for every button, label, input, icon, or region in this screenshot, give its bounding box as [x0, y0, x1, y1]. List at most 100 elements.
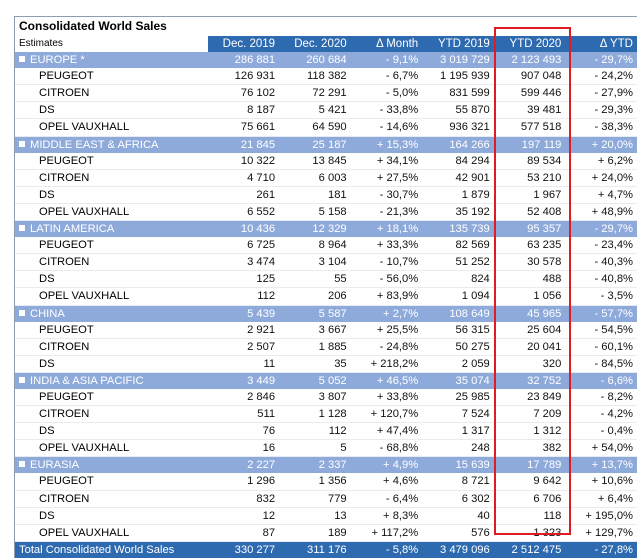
- table-row[interactable]: PEUGEOT 1 296 1 356 + 4,6% 8 721 9 642 + 10,6%: [15, 473, 637, 491]
- cell-ytd-2019: 831 599: [422, 84, 494, 103]
- table-row[interactable]: DS 11 35 + 218,2% 2 059 320- 84,5%: [15, 355, 637, 373]
- total-row[interactable]: Total Consolidated World Sales 330 277 311…: [15, 541, 637, 558]
- cell-dec-2019: 125: [207, 270, 280, 289]
- col-header-dec-2019[interactable]: Dec. 2019: [207, 36, 280, 53]
- cell-ytd-2020: 45 965: [493, 305, 566, 322]
- cell-delta-ytd: + 4,7%: [565, 186, 637, 204]
- cell-dec-2019: 3 474: [207, 253, 280, 272]
- table-row[interactable]: DS 125 55- 56,0% 824 488- 40,8%: [15, 270, 637, 289]
- table-row[interactable]: PEUGEOT 2 921 3 667 + 25,5% 56 315 25 604- 54…: [15, 321, 637, 339]
- cell-dec-2019: 1 296: [207, 473, 280, 491]
- table-row[interactable]: CITROEN 76 102 72 291- 5,0% 831 599 599 446-…: [15, 84, 637, 103]
- cell-dec-2020: 3 667: [279, 321, 351, 339]
- cell-delta-month: + 218,2%: [350, 355, 423, 373]
- cell-delta-month: + 27,5%: [350, 169, 423, 187]
- table-row[interactable]: CITROEN 4 710 6 003 + 27,5% 42 901 53 210 + 24…: [15, 169, 637, 187]
- cell-ytd-2020: 1 312: [493, 422, 566, 441]
- cell-delta-ytd: - 27,9%: [565, 84, 637, 103]
- cell-delta-ytd: + 20,0%: [565, 136, 637, 153]
- table-row[interactable]: PEUGEOT 10 322 13 845 + 34,1% 84 294 89 534 + …: [15, 152, 637, 170]
- cell-delta-ytd: + 6,4%: [565, 490, 637, 508]
- cell-ytd-2020: 1 056: [493, 287, 566, 306]
- table-row[interactable]: DS 261 181- 30,7% 1 879 1 967 + 4,7%: [15, 186, 637, 204]
- cell-dec-2019: 12: [207, 507, 280, 525]
- cell-dec-2019: 76 102: [207, 84, 280, 103]
- cell-delta-month: + 25,5%: [350, 321, 423, 339]
- cell-dec-2019: 8 187: [207, 101, 280, 120]
- region-row[interactable]: EUROPE * 286 881 260 684- 9,1% 3 019 729 2 1…: [15, 52, 637, 69]
- cell-delta-month: + 4,9%: [350, 456, 423, 474]
- table-row[interactable]: CITROEN 832 779- 6,4% 6 302 6 706 + 6,4%: [15, 490, 637, 508]
- brand-label: PEUGEOT: [15, 68, 208, 86]
- col-header-delta-month[interactable]: Δ Month: [350, 36, 423, 53]
- cell-ytd-2019: 84 294: [422, 152, 494, 170]
- cell-ytd-2019: 7 524: [422, 405, 494, 424]
- cell-delta-month: - 24,8%: [350, 338, 423, 356]
- table-row[interactable]: OPEL VAUXHALL 16 5- 68,8% 248 382 + 54,0%: [15, 439, 637, 458]
- region-row[interactable]: EURASIA 2 227 2 337 + 4,9% 15 639 17 789 + 13,…: [15, 456, 637, 474]
- table-row[interactable]: OPEL VAUXHALL 112 206 + 83,9% 1 094 1 056- 3,…: [15, 287, 637, 306]
- cell-ytd-2020: 907 048: [493, 68, 566, 86]
- region-row[interactable]: INDIA & ASIA PACIFIC 3 449 5 052 + 46,5% 35 …: [15, 372, 637, 389]
- cell-ytd-2020: 39 481: [493, 101, 566, 120]
- region-row[interactable]: MIDDLE EAST & AFRICA 21 845 25 187 + 15,3% 1…: [15, 136, 637, 153]
- table-row[interactable]: CITROEN 3 474 3 104- 10,7% 51 252 30 578- 40…: [15, 253, 637, 272]
- cell-dec-2019: 5 439: [207, 305, 280, 322]
- region-row[interactable]: LATIN AMERICA 10 436 12 329 + 18,1% 135 739 9…: [15, 220, 637, 238]
- table-row[interactable]: CITROEN 511 1 128 + 120,7% 7 524 7 209- 4,2%: [15, 405, 637, 424]
- cell-dec-2020: 2 337: [279, 456, 351, 474]
- cell-ytd-2020: 32 752: [493, 372, 566, 389]
- table-row[interactable]: CITROEN 2 507 1 885- 24,8% 50 275 20 041- 60…: [15, 338, 637, 356]
- cell-delta-ytd: - 40,3%: [565, 253, 637, 272]
- brand-label: OPEL VAUXHALL: [15, 203, 208, 222]
- cell-delta-month: + 120,7%: [350, 405, 423, 424]
- cell-delta-ytd: - 23,4%: [565, 237, 637, 255]
- table-row[interactable]: OPEL VAUXHALL 75 661 64 590- 14,6% 936 321 5…: [15, 118, 637, 137]
- cell-dec-2020: 118 382: [279, 68, 351, 86]
- cell-delta-month: + 33,3%: [350, 237, 423, 255]
- region-label: EURASIA: [15, 456, 208, 474]
- cell-dec-2020: 6 003: [279, 169, 351, 187]
- region-label: MIDDLE EAST & AFRICA: [15, 136, 208, 153]
- cell-delta-ytd: - 84,5%: [565, 355, 637, 373]
- table-row[interactable]: PEUGEOT 126 931 118 382- 6,7% 1 195 939 907 …: [15, 68, 637, 86]
- col-header-ytd-2019[interactable]: YTD 2019: [422, 36, 494, 53]
- cell-delta-ytd: - 38,3%: [565, 118, 637, 137]
- cell-dec-2019: 10 436: [207, 220, 280, 238]
- table-row[interactable]: DS 8 187 5 421- 33,8% 55 870 39 481- 29,3%: [15, 101, 637, 120]
- cell-ytd-2019: 50 275: [422, 338, 494, 356]
- cell-dec-2019: 2 921: [207, 321, 280, 339]
- cell-dec-2019: 832: [207, 490, 280, 508]
- table-row[interactable]: PEUGEOT 6 725 8 964 + 33,3% 82 569 63 235- 23…: [15, 237, 637, 255]
- cell-ytd-2019: 51 252: [422, 253, 494, 272]
- cell-ytd-2019: 40: [422, 507, 494, 525]
- cell-dec-2019: 2 227: [207, 456, 280, 474]
- table-row[interactable]: OPEL VAUXHALL 87 189 + 117,2% 576 1 323 + 129,…: [15, 524, 637, 542]
- brand-label: CITROEN: [15, 405, 208, 424]
- region-row[interactable]: CHINA 5 439 5 587 + 2,7% 108 649 45 965- 57,7…: [15, 305, 637, 322]
- cell-ytd-2019: 15 639: [422, 456, 494, 474]
- cell-delta-month: + 34,1%: [350, 152, 423, 170]
- cell-ytd-2020: 320: [493, 355, 566, 373]
- table-row[interactable]: DS 12 13 + 8,3% 40 118 + 195,0%: [15, 507, 637, 525]
- cell-ytd-2020: 23 849: [493, 388, 566, 407]
- brand-label: PEUGEOT: [15, 473, 208, 491]
- cell-ytd-2019: 1 879: [422, 186, 494, 204]
- brand-label: OPEL VAUXHALL: [15, 524, 208, 542]
- col-header-ytd-2020[interactable]: YTD 2020: [493, 36, 566, 53]
- cell-dec-2019: 330 277: [207, 541, 280, 558]
- table-row[interactable]: DS 76 112 + 47,4% 1 317 1 312- 0,4%: [15, 422, 637, 441]
- brand-label: PEUGEOT: [15, 237, 208, 255]
- cell-ytd-2020: 53 210: [493, 169, 566, 187]
- cell-delta-month: + 15,3%: [350, 136, 423, 153]
- cell-delta-ytd: - 29,3%: [565, 101, 637, 120]
- col-header-dec-2020[interactable]: Dec. 2020: [279, 36, 351, 53]
- cell-ytd-2019: 1 094: [422, 287, 494, 306]
- cell-delta-month: + 8,3%: [350, 507, 423, 525]
- cell-delta-ytd: - 40,8%: [565, 270, 637, 289]
- table-row[interactable]: OPEL VAUXHALL 6 552 5 158- 21,3% 35 192 52 4…: [15, 203, 637, 222]
- table-row[interactable]: PEUGEOT 2 846 3 807 + 33,8% 25 985 23 849- 8,…: [15, 388, 637, 407]
- brand-label: DS: [15, 270, 208, 289]
- cell-ytd-2020: 95 357: [493, 220, 566, 238]
- col-header-delta-ytd[interactable]: Δ YTD: [565, 36, 637, 53]
